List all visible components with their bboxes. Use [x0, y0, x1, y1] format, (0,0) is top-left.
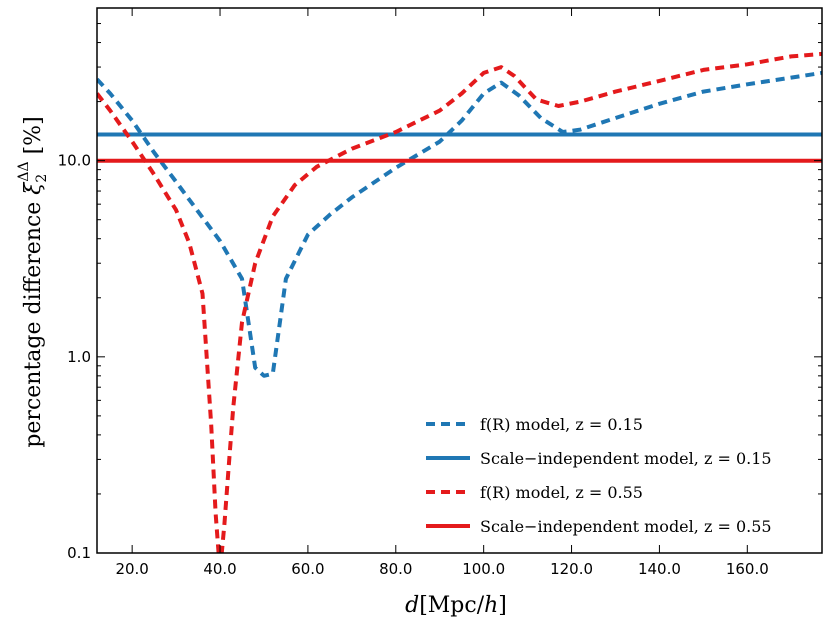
series-line-2 — [97, 51, 822, 553]
y-tick-label: 0.1 — [67, 544, 91, 562]
x-tick-label: 160.0 — [726, 560, 769, 578]
legend-label-3: Scale−independent model, z = 0.55 — [480, 517, 772, 536]
x-tick-label: 120.0 — [550, 560, 593, 578]
series-line-0 — [97, 70, 822, 378]
plot-background — [97, 8, 822, 553]
plot-frame — [96, 7, 823, 554]
x-tick-label: 100.0 — [462, 560, 505, 578]
x-tick-label: 20.0 — [115, 560, 148, 578]
legend: f(R) model, z = 0.15 Scale−independent mo… — [426, 415, 772, 536]
legend-label-1: Scale−independent model, z = 0.15 — [480, 449, 772, 468]
x-axis-label: d[Mpc/h] — [405, 593, 507, 618]
x-tick-label: 80.0 — [379, 560, 412, 578]
y-axis-label: percentage difference ξ2ΔΔ [%] — [16, 116, 50, 447]
y-tick-label: 10.0 — [58, 152, 91, 170]
legend-label-0: f(R) model, z = 0.15 — [480, 415, 643, 434]
tick-layer: 20.0 40.0 60.0 80.0 100.0 120.0 140.0 160.0 0.1 1… — [58, 7, 822, 578]
x-tick-label: 140.0 — [638, 560, 681, 578]
x-tick-label: 60.0 — [291, 560, 324, 578]
x-tick-label: 40.0 — [203, 560, 236, 578]
series-layer — [97, 51, 822, 553]
legend-label-2: f(R) model, z = 0.55 — [480, 483, 643, 502]
y-tick-label: 1.0 — [67, 348, 91, 366]
